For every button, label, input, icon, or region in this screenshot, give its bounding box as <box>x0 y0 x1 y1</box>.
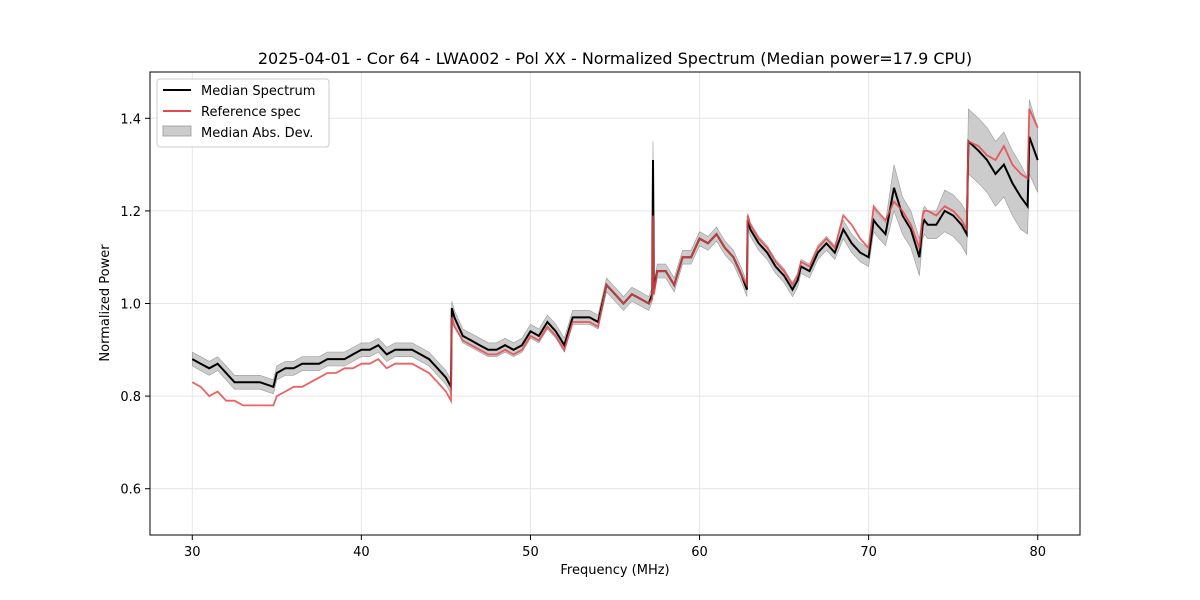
reference-spec-line <box>191 108 1039 407</box>
chart-title: 2025-04-01 - Cor 64 - LWA002 - Pol XX - … <box>258 49 972 68</box>
legend-median-label: Median Spectrum <box>201 84 315 99</box>
x-tick-label: 60 <box>691 545 708 560</box>
legend-mad-swatch <box>162 125 192 137</box>
x-tick-label: 70 <box>860 545 877 560</box>
x-tick-label: 50 <box>522 545 539 560</box>
x-axis-label: Frequency (MHz) <box>560 563 669 578</box>
y-tick-label: 1.0 <box>120 298 141 313</box>
x-tick-label: 40 <box>353 545 370 560</box>
y-tick-label: 0.6 <box>120 483 141 498</box>
y-tick-label: 1.2 <box>120 205 141 220</box>
legend-reference-label: Reference spec <box>201 105 301 120</box>
y-tick-label: 1.4 <box>120 112 141 127</box>
x-axis: 30 40 50 60 70 80 <box>184 535 1046 560</box>
x-tick-label: 80 <box>1029 545 1046 560</box>
plot-area <box>191 99 1039 407</box>
legend-box <box>156 78 330 148</box>
y-tick-label: 0.8 <box>120 390 141 405</box>
legend: Median Spectrum Reference spec Median Ab… <box>156 78 330 148</box>
y-axis-label: Normalized Power <box>98 244 113 362</box>
legend-mad-label: Median Abs. Dev. <box>201 126 313 141</box>
median-abs-dev-band <box>192 99 1038 395</box>
x-tick-label: 30 <box>184 545 201 560</box>
median-spectrum-line <box>191 136 1039 391</box>
y-axis: 0.6 0.8 1.0 1.2 1.4 <box>120 112 150 498</box>
